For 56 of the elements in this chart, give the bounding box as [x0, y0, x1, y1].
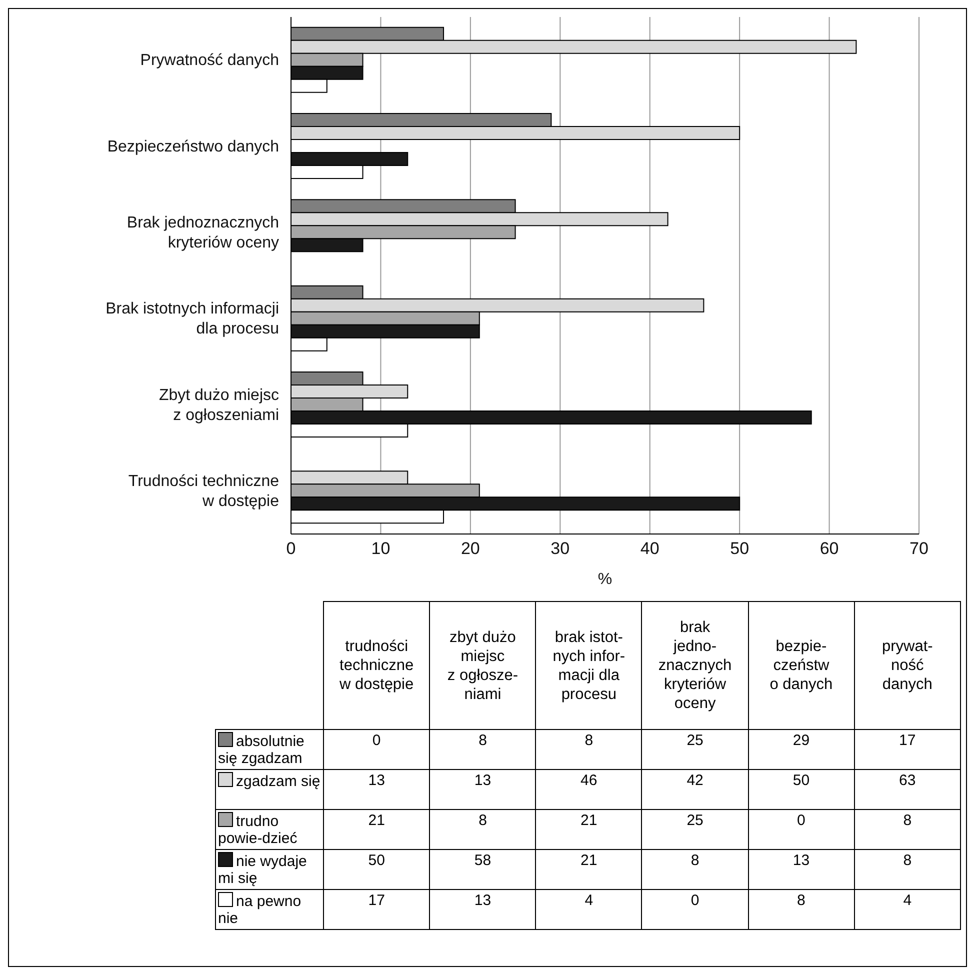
- data-label: 50: [324, 850, 430, 890]
- x-tick-label: 10: [371, 539, 390, 558]
- data-label: 42: [642, 770, 748, 810]
- legend-label: nie wydaje mi się: [216, 850, 324, 890]
- data-label: 8: [536, 730, 642, 770]
- data-label: 8: [430, 730, 536, 770]
- x-tick-label: 50: [730, 539, 750, 558]
- data-label: 58: [430, 850, 536, 890]
- data-label: 63: [854, 770, 960, 810]
- data-label: 13: [430, 890, 536, 930]
- y-tick-label: Bezpieczeństwo danych: [107, 138, 279, 156]
- data-label: 4: [536, 890, 642, 930]
- data-label: 8: [642, 850, 748, 890]
- data-label: 0: [748, 810, 854, 850]
- legend-label: trudno powie-dzieć: [216, 810, 324, 850]
- data-label: 8: [854, 810, 960, 850]
- data-label: 21: [536, 810, 642, 850]
- data-label: 13: [430, 770, 536, 810]
- y-tick-label: Prywatność danych: [140, 52, 279, 70]
- x-tick-label: 20: [460, 539, 480, 558]
- category-label: trudności techniczne w dostępie: [324, 602, 430, 730]
- data-label: 21: [324, 810, 430, 850]
- data-label: 4: [854, 890, 960, 930]
- y-tick-label: Zbyt dużo miejsc z ogłoszeniami: [158, 386, 279, 424]
- y-tick-label: Brak istotnych informacji dla procesu: [106, 300, 279, 338]
- data-label: 13: [324, 770, 430, 810]
- category-label: prywat- ność danych: [854, 602, 960, 730]
- y-tick-label: Brak jednoznacznych kryteriów oceny: [126, 214, 279, 252]
- legend-label: na pewno nie: [216, 890, 324, 930]
- category-label: brak istot- nych infor- macji dla procesu: [536, 602, 642, 730]
- y-tick-label: Trudności techniczne w dostępie: [128, 472, 280, 510]
- x-tick-label: 60: [820, 539, 839, 558]
- data-label: 17: [324, 890, 430, 930]
- data-label: 46: [536, 770, 642, 810]
- category-label: bezpie- czeństw o danych: [748, 602, 854, 730]
- data-label: 13: [748, 850, 854, 890]
- data-label: 8: [748, 890, 854, 930]
- data-label: 25: [642, 810, 748, 850]
- data-label: 29: [748, 730, 854, 770]
- x-tick-label: 70: [910, 539, 928, 558]
- data-label: 8: [430, 810, 536, 850]
- data-label: 25: [642, 730, 748, 770]
- legend-label: absolutnie się zgadzam: [216, 730, 324, 770]
- x-tick-label: 40: [640, 539, 660, 558]
- legend-label: zgadzam się: [216, 770, 324, 810]
- category-label: zbyt dużo miejsc z ogłosze- niami: [430, 602, 536, 730]
- x-tick-label: 0: [286, 539, 296, 558]
- data-label: 17: [854, 730, 960, 770]
- data-label: 21: [536, 850, 642, 890]
- data-label: 8: [854, 850, 960, 890]
- data-label: 50: [748, 770, 854, 810]
- x-axis-title: %: [598, 571, 612, 588]
- data-label: 0: [324, 730, 430, 770]
- data-label: 0: [642, 890, 748, 930]
- category-label: brak jedno- znacznych kryteriów oceny: [642, 602, 748, 730]
- x-tick-label: 30: [550, 539, 570, 558]
